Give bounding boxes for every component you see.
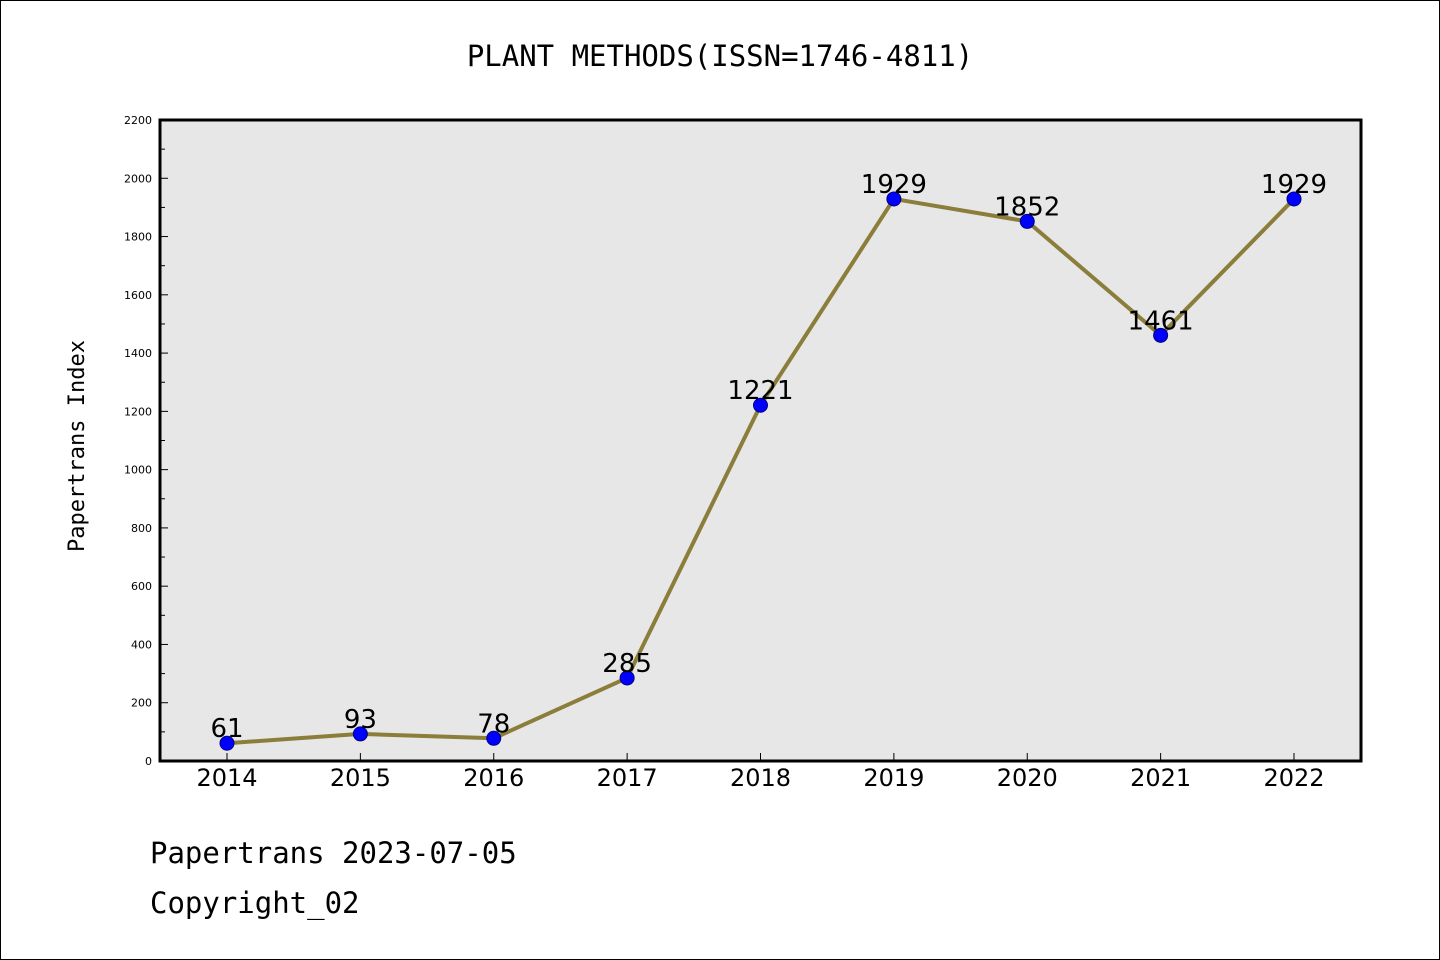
data-point	[486, 730, 502, 746]
y-tick-label: 800	[131, 522, 152, 535]
chart-title: PLANT METHODS(ISSN=1746-4811)	[467, 39, 973, 73]
x-tick-label: 2014	[196, 764, 257, 792]
data-point	[352, 726, 368, 742]
footer-copyright: Copyright_02	[150, 886, 360, 921]
x-tick-label: 2021	[1130, 764, 1191, 792]
y-tick-label: 200	[131, 697, 152, 710]
data-point	[753, 397, 768, 413]
x-axis: 2014 2015 2016 2017 2018 2019 2020 2021 2022	[196, 753, 1325, 792]
plot-area	[160, 120, 1361, 761]
x-tick-label: 2022	[1263, 764, 1324, 792]
y-axis-label: Papertrans Index	[65, 340, 90, 552]
data-label: 285	[602, 649, 652, 679]
data-labels: 61 93 78 285 1221 1929 1852 1461 1929	[210, 170, 1327, 744]
data-label: 1461	[1128, 306, 1194, 336]
y-tick-label: 1800	[124, 231, 152, 244]
data-point	[886, 191, 902, 207]
y-tick-label: 1600	[124, 289, 152, 302]
series-markers	[219, 191, 1302, 751]
y-tick-label: 0	[145, 755, 152, 768]
y-tick-label: 1200	[124, 405, 152, 418]
y-tick-label: 400	[131, 638, 152, 651]
data-point	[1153, 327, 1169, 343]
data-label: 78	[477, 709, 510, 739]
plot-border	[158, 118, 1363, 763]
x-tick-label: 2018	[730, 764, 791, 792]
data-label: 1221	[727, 376, 793, 406]
data-point	[219, 735, 235, 751]
y-tick-label: 1000	[124, 464, 152, 477]
data-point	[1286, 191, 1302, 207]
y-tick-label: 600	[131, 580, 152, 593]
data-label: 93	[344, 705, 377, 735]
data-label: 1852	[994, 192, 1060, 222]
x-tick-label: 2017	[597, 764, 658, 792]
footer-date: Papertrans 2023-07-05	[150, 836, 517, 870]
y-tick-label: 1400	[124, 347, 152, 360]
data-label: 1929	[861, 170, 927, 200]
data-point	[1019, 213, 1035, 229]
y-axis: 0 200 400 600 800 1000 1200 1400 1600 1800 2000 220…	[124, 114, 168, 768]
x-tick-label: 2015	[330, 764, 391, 792]
data-point	[619, 670, 635, 686]
x-tick-label: 2019	[863, 764, 924, 792]
y-tick-label: 2200	[124, 114, 152, 127]
y-tick-label: 2000	[124, 172, 152, 185]
x-tick-label: 2020	[997, 764, 1058, 792]
data-label: 1929	[1261, 170, 1327, 200]
x-tick-label: 2016	[463, 764, 524, 792]
data-label: 61	[210, 714, 243, 744]
